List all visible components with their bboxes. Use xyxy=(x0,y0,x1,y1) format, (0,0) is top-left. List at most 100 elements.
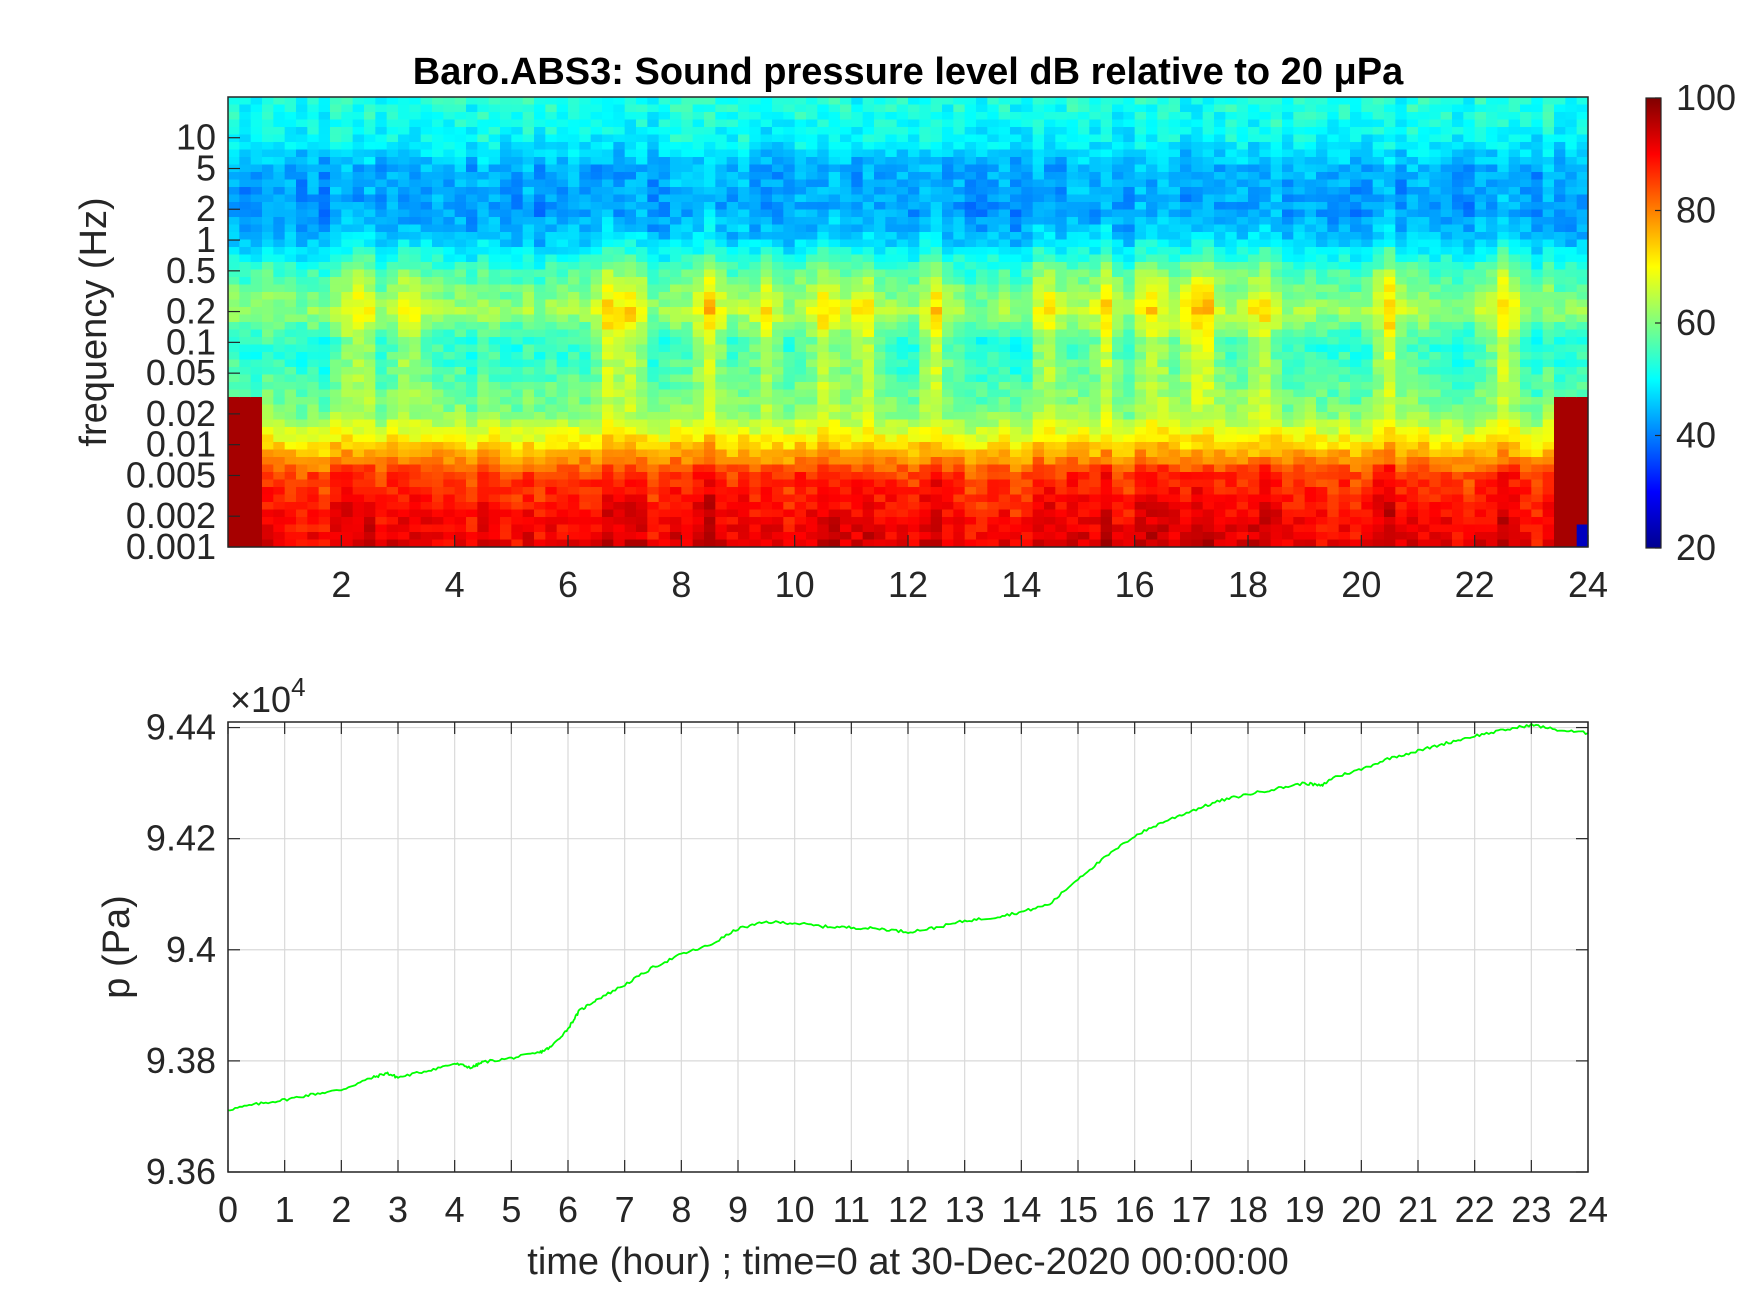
heatmap-cell xyxy=(545,427,558,436)
heatmap-cell xyxy=(420,382,433,391)
heatmap-cell xyxy=(692,427,705,436)
heatmap-cell xyxy=(726,442,739,451)
heatmap-cell xyxy=(806,389,818,398)
heatmap-cell xyxy=(998,487,1011,496)
heatmap-cell xyxy=(987,142,1000,151)
heatmap-cell xyxy=(500,502,512,511)
heatmap-cell xyxy=(545,127,558,136)
heatmap-cell xyxy=(511,112,524,121)
heatmap-cell xyxy=(500,307,512,316)
heatmap-cell xyxy=(726,97,739,106)
heatmap-cell xyxy=(885,479,898,488)
heatmap-cell xyxy=(976,157,988,166)
heatmap-cell xyxy=(522,502,535,511)
heatmap-cell xyxy=(432,217,444,226)
heatmap-cell xyxy=(806,194,818,203)
heatmap-cell xyxy=(409,352,422,361)
heatmap-cell xyxy=(726,449,739,458)
heatmap-cell xyxy=(613,509,626,518)
heatmap-cell xyxy=(1100,457,1113,466)
heatmap-cell xyxy=(896,217,909,226)
heatmap-cell xyxy=(658,479,671,488)
heatmap-cell xyxy=(1123,239,1136,248)
heatmap-cell xyxy=(817,449,830,458)
heatmap-cell xyxy=(1168,142,1181,151)
heatmap-cell xyxy=(522,209,535,218)
heatmap-cell xyxy=(307,217,320,226)
heatmap-cell xyxy=(590,307,603,316)
heatmap-cell xyxy=(556,367,569,376)
heatmap-cell xyxy=(647,127,660,136)
heatmap-cell xyxy=(534,314,546,323)
heatmap-cell xyxy=(341,322,354,331)
heatmap-cell xyxy=(1157,164,1170,173)
heatmap-cell xyxy=(681,412,694,421)
heatmap-cell xyxy=(602,367,614,376)
heatmap-cell xyxy=(1123,449,1136,458)
heatmap-cell xyxy=(942,307,954,316)
heatmap-cell xyxy=(1100,277,1113,286)
heatmap-cell xyxy=(454,307,467,316)
heatmap-cell xyxy=(432,442,444,451)
heatmap-cell xyxy=(772,127,784,136)
heatmap-cell xyxy=(930,262,943,271)
heatmap-cell xyxy=(534,359,546,368)
heatmap-cell xyxy=(375,442,388,451)
heatmap-cell xyxy=(704,322,716,331)
heatmap-cell xyxy=(477,487,490,496)
heatmap-cell xyxy=(1055,352,1068,361)
heatmap-cell xyxy=(432,134,444,143)
heatmap-cell xyxy=(896,232,909,241)
heatmap-cell xyxy=(590,329,603,338)
heatmap-cell xyxy=(1123,292,1136,301)
heatmap-cell xyxy=(386,292,399,301)
heatmap-cell xyxy=(262,157,274,166)
heatmap-cell xyxy=(228,142,240,151)
heatmap-cell xyxy=(987,359,1000,368)
heatmap-cell xyxy=(817,509,830,518)
heatmap-cell xyxy=(896,449,909,458)
heatmap-cell xyxy=(330,389,342,398)
heatmap-cell xyxy=(998,532,1011,541)
heatmap-cell xyxy=(715,134,728,143)
heatmap-cell xyxy=(239,329,252,338)
heatmap-cell xyxy=(1168,97,1181,106)
heatmap-cell xyxy=(738,539,750,547)
heatmap-cell xyxy=(568,352,580,361)
heatmap-cell xyxy=(545,172,558,181)
heatmap-cell xyxy=(568,217,580,226)
heatmap-cell xyxy=(692,404,705,413)
heatmap-cell xyxy=(398,202,410,211)
heatmap-cell xyxy=(885,217,898,226)
heatmap-cell xyxy=(749,179,762,188)
heatmap-cell xyxy=(307,187,320,196)
heatmap-cell xyxy=(1146,344,1158,353)
heatmap-cell xyxy=(692,134,705,143)
heatmap-cell xyxy=(590,269,603,278)
heatmap-cell xyxy=(1146,419,1158,428)
heatmap-cell xyxy=(568,179,580,188)
heatmap-cell xyxy=(783,232,796,241)
heatmap-cell xyxy=(806,112,818,121)
heatmap-cell xyxy=(398,299,410,308)
heatmap-cell xyxy=(1089,449,1102,458)
heatmap-cell xyxy=(556,487,569,496)
heatmap-cell xyxy=(228,194,240,203)
heatmap-cell xyxy=(1100,209,1113,218)
heatmap-cell xyxy=(454,539,467,547)
heatmap-cell xyxy=(239,374,252,383)
heatmap-cell xyxy=(602,187,614,196)
heatmap-cell xyxy=(341,502,354,511)
heatmap-cell xyxy=(624,374,637,383)
heatmap-cell xyxy=(1112,322,1124,331)
heatmap-cell xyxy=(806,284,818,293)
heatmap-cell xyxy=(964,179,977,188)
heatmap-cell xyxy=(522,532,535,541)
heatmap-cell xyxy=(738,149,750,158)
heatmap-cell xyxy=(1157,352,1170,361)
heatmap-cell xyxy=(647,404,660,413)
heatmap-cell xyxy=(681,397,694,406)
heatmap-cell xyxy=(942,187,954,196)
heatmap-cell xyxy=(613,494,626,503)
